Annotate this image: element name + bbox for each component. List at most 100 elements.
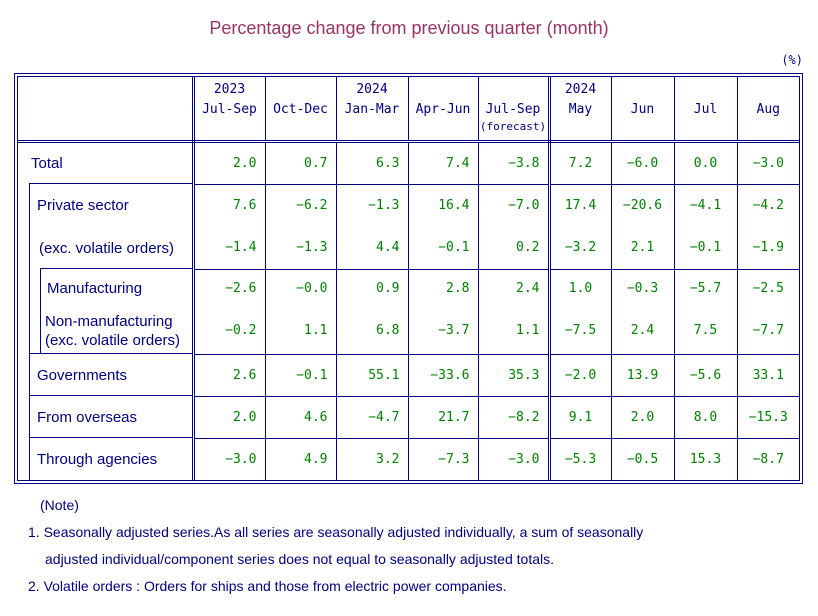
table-row-from-overseas: From overseas 2.0 4.6 −4.7 21.7 −8.2 9.1…	[18, 396, 799, 439]
value-cell: −5.3	[549, 438, 612, 480]
value-cell: −2.6	[193, 269, 266, 307]
table-row-total: Total 2.0 0.7 6.3 7.4 −3.8 7.2 −6.0 0.0 …	[18, 141, 799, 185]
value-cell: −0.1	[674, 227, 738, 270]
value-cell: −5.7	[674, 269, 738, 307]
value-cell: −3.8	[478, 141, 551, 185]
row-label-governments: Governments	[18, 354, 195, 396]
value-cell: −0.1	[408, 227, 479, 270]
value-cell: 21.7	[408, 396, 479, 439]
col-header-jul-sep-forecast: Jul-Sep (forecast)	[478, 77, 551, 143]
table-row-governments: Governments 2.6 −0.1 55.1 −33.6 35.3 −2.…	[18, 354, 799, 397]
notes-block: (Note) 1. Seasonally adjusted series.As …	[28, 492, 798, 600]
value-cell: 8.0	[674, 396, 738, 439]
value-cell: 2.0	[611, 396, 675, 439]
col-header-jul: Jul	[674, 77, 738, 143]
value-cell: 35.3	[478, 354, 551, 397]
value-cell: 13.9	[611, 354, 675, 397]
value-cell: −3.0	[478, 438, 551, 480]
table-row-non-manufacturing: Non-manufacturing (exc. volatile orders)…	[18, 307, 799, 355]
note-1-line-1: 1. Seasonally adjusted series.As all ser…	[28, 524, 644, 540]
col-header-oct-dec: Oct-Dec	[265, 77, 337, 143]
row-label-exc-volatile-orders: (exc. volatile orders)	[18, 227, 195, 269]
value-cell: −3.2	[549, 227, 612, 270]
value-cell: −8.7	[752, 451, 784, 467]
value-cell: 0.7	[265, 141, 337, 185]
col-header-aug: Aug	[737, 77, 799, 143]
value-cell: 33.1	[737, 354, 799, 397]
value-cell: 0.2	[478, 227, 551, 270]
data-table: 2023 Jul-Sep Oct-Dec 2024 Jan-Mar Apr-Ju…	[18, 77, 799, 480]
table-row-private-sector: Private sector 7.6 −6.2 −1.3 16.4 −7.0 1…	[18, 184, 799, 227]
header-row: 2023 Jul-Sep Oct-Dec 2024 Jan-Mar Apr-Ju…	[18, 77, 799, 143]
unit-label: (%)	[781, 53, 803, 67]
note-1-line-2: adjusted individual/component series doe…	[45, 551, 554, 567]
value-cell: 15.3	[674, 438, 738, 480]
value-cell: −6.2	[265, 184, 337, 227]
value-cell: −33.6	[408, 354, 479, 397]
value-cell: 7.6	[193, 184, 266, 227]
value-cell: 6.3	[336, 141, 409, 185]
value-cell: 7.4	[408, 141, 479, 185]
value-cell: 2.4	[611, 307, 675, 355]
row-label-private-sector: Private sector	[18, 184, 195, 227]
value-cell: 2.0	[193, 141, 266, 185]
value-cell: 7.2	[549, 141, 612, 185]
col-header-2024-may: 2024 May	[549, 77, 612, 143]
value-cell: −7.5	[549, 307, 612, 355]
notes-heading: (Note)	[40, 497, 79, 513]
row-label-from-overseas: From overseas	[18, 396, 195, 438]
value-cell: 4.4	[336, 227, 409, 270]
value-cell: −1.3	[265, 227, 337, 270]
value-cell: 55.1	[336, 354, 409, 397]
row-label-non-manufacturing: Non-manufacturing (exc. volatile orders)	[18, 307, 195, 354]
value-cell: 3.2	[336, 438, 409, 480]
value-cell: −1.3	[336, 184, 409, 227]
value-cell: −2.0	[549, 354, 612, 397]
value-cell: 1.0	[549, 269, 612, 307]
value-cell: −0.5	[611, 438, 675, 480]
row-label-total: Total	[18, 141, 195, 184]
value-cell: −3.0	[737, 141, 799, 185]
value-cell: −3.0	[193, 438, 266, 480]
value-cell: −1.4	[193, 227, 266, 270]
value-cell: −20.6	[611, 184, 675, 227]
value-cell: 0.9	[336, 269, 409, 307]
value-cell: 2.0	[193, 396, 266, 439]
row-label-manufacturing: Manufacturing	[18, 269, 195, 307]
value-cell: −2.5	[752, 280, 784, 296]
note-2: 2. Volatile orders : Orders for ships an…	[28, 578, 507, 594]
value-cell: −4.1	[674, 184, 738, 227]
value-cell: 4.9	[265, 438, 337, 480]
value-cell: 1.1	[478, 307, 551, 355]
value-cell: −0.1	[265, 354, 337, 397]
value-cell: −15.3	[737, 396, 799, 439]
value-cell: −0.3	[611, 269, 675, 307]
table-row-private-exc-volatile: (exc. volatile orders) −1.4 −1.3 4.4 −0.…	[18, 227, 799, 270]
value-cell: −8.2	[478, 396, 551, 439]
value-cell: −5.6	[674, 354, 738, 397]
col-header-apr-jun: Apr-Jun	[408, 77, 479, 143]
row-label-through-agencies: Through agencies	[18, 438, 195, 480]
value-cell: −0.2	[193, 307, 266, 355]
value-cell: −1.9	[737, 227, 799, 270]
value-cell: 2.1	[611, 227, 675, 270]
value-cell: −3.7	[408, 307, 479, 355]
value-cell: −7.7	[737, 307, 799, 355]
page-title: Percentage change from previous quarter …	[209, 18, 609, 38]
value-cell: 0.0	[674, 141, 738, 185]
data-table-frame: 2023 Jul-Sep Oct-Dec 2024 Jan-Mar Apr-Ju…	[14, 73, 803, 484]
col-header-jun: Jun	[611, 77, 675, 143]
value-cell: −4.2	[752, 198, 784, 214]
value-cell: 17.4	[549, 184, 612, 227]
value-cell: 7.5	[674, 307, 738, 355]
value-cell: −4.7	[336, 396, 409, 439]
col-header-2024-jan-mar: 2024 Jan-Mar	[336, 77, 409, 143]
value-cell: 6.8	[336, 307, 409, 355]
table-row-through-agencies: Through agencies −3.0 4.9 3.2 −7.3 −3.0 …	[18, 438, 799, 480]
corner-header-cell	[18, 77, 195, 143]
value-cell: −6.0	[611, 141, 675, 185]
value-cell: −0.0	[265, 269, 337, 307]
value-cell: 1.1	[265, 307, 337, 355]
value-cell: −7.0	[478, 184, 551, 227]
